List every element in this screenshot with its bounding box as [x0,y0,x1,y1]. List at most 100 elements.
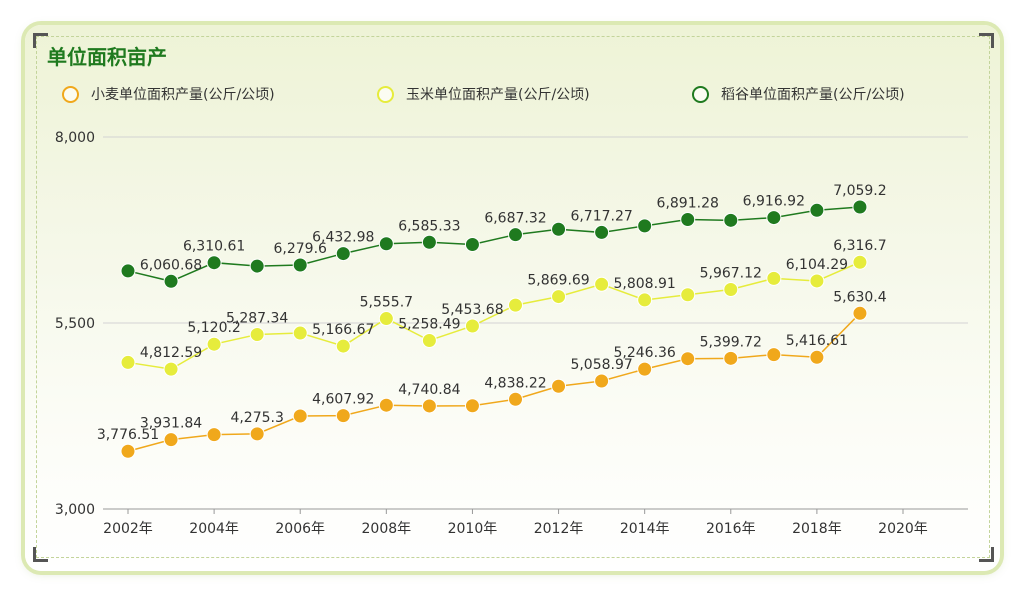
data-point [551,378,567,394]
data-point [249,258,265,274]
data-label: 4,607.92 [312,392,374,408]
data-point [163,273,179,289]
data-label: 5,258.49 [398,316,460,332]
y-tick-label: 8,000 [55,130,95,146]
data-point [809,349,825,365]
data-label: 6,279.6 [274,241,328,257]
data-label: 6,717.27 [570,208,632,224]
data-label: 5,967.12 [700,266,762,282]
data-point [292,257,308,273]
data-point [378,397,394,413]
data-point [637,292,653,308]
data-point [766,270,782,286]
data-point [464,318,480,334]
x-tick-label: 2006年 [275,521,325,537]
data-point [508,391,523,407]
data-point [378,236,394,252]
corner-bracket-bottom-right [979,547,994,562]
x-tick-label: 2014年 [620,521,670,537]
data-point [551,221,567,237]
data-point [723,350,739,366]
legend-label: 稻谷单位面积产量(公斤/公顷) [721,87,905,103]
data-label: 6,060.68 [140,257,202,273]
data-point [378,311,394,327]
data-label: 5,120.2 [187,320,240,336]
data-point [206,255,222,271]
legend-label: 小麦单位面积产量(公斤/公顷) [91,87,275,103]
data-point [852,254,868,270]
data-label: 5,453.68 [441,302,503,318]
data-point [335,408,351,424]
data-point [292,325,308,341]
data-point [120,443,136,459]
data-label: 4,838.22 [484,375,546,391]
data-point [809,202,825,218]
data-point [120,263,136,279]
data-point [421,398,437,414]
data-label: 7,059.2 [833,183,886,199]
data-point [723,282,739,298]
legend-item-corn[interactable]: 玉米单位面积产量(公斤/公顷) [377,84,590,104]
data-label: 6,891.28 [657,195,719,211]
data-point [292,408,308,424]
data-point [680,211,696,227]
data-point [766,210,782,226]
data-label: 4,275.3 [230,410,283,426]
data-point [551,289,567,305]
y-tick-label: 5,500 [55,316,95,332]
data-point [594,224,610,240]
data-label: 6,916.92 [743,194,805,210]
corner-bracket-top-right [979,33,994,48]
chart-title: 单位面积亩产 [47,45,167,69]
data-label: 6,316.7 [833,238,886,254]
data-label: 3,776.51 [97,427,159,443]
x-tick-label: 2020年 [878,521,928,537]
data-point [594,373,610,389]
x-tick-label: 2018年 [792,521,842,537]
legend-item-wheat[interactable]: 小麦单位面积产量(公斤/公顷) [62,84,275,104]
data-point [852,305,868,321]
x-tick-label: 2016年 [706,521,756,537]
data-point [249,426,265,442]
data-point [766,347,782,363]
data-point [206,336,222,352]
data-point [163,432,179,448]
chart-panel [25,25,1000,571]
data-point [163,361,179,377]
legend-circle-icon [692,85,709,103]
panel-dashed-border [36,36,990,558]
x-tick-label: 2012年 [534,521,584,537]
data-point [852,199,868,215]
data-label: 6,104.29 [786,257,848,273]
data-label: 5,416.61 [786,333,848,349]
data-point [335,338,351,354]
data-point [335,246,351,262]
x-tick-label: 2008年 [362,521,412,537]
data-point [249,327,265,343]
data-point [637,361,653,377]
data-label: 5,869.69 [527,273,589,289]
y-tick-label: 3,000 [55,502,95,518]
legend-label: 玉米单位面积产量(公斤/公顷) [406,87,590,103]
x-tick-label: 2010年 [448,521,498,537]
data-label: 5,166.67 [312,322,374,338]
data-point [680,351,696,367]
data-label: 5,287.34 [226,311,288,327]
data-point [594,276,610,292]
data-label: 3,931.84 [140,416,202,432]
data-point [680,287,696,303]
data-label: 5,246.36 [613,345,675,361]
legend-circle-icon [377,85,394,103]
data-point [723,212,739,228]
corner-bracket-top-left [33,33,48,48]
data-label: 6,585.33 [398,218,460,234]
data-point [508,297,523,313]
data-point [206,427,222,443]
data-label: 6,310.61 [183,239,245,255]
legend-item-rice[interactable]: 稻谷单位面积产量(公斤/公顷) [692,84,905,104]
legend-circle-icon [62,85,79,103]
data-label: 4,740.84 [398,382,460,398]
x-tick-label: 2002年 [103,521,153,537]
data-label: 5,630.4 [833,289,887,305]
data-label: 6,432.98 [312,230,374,246]
